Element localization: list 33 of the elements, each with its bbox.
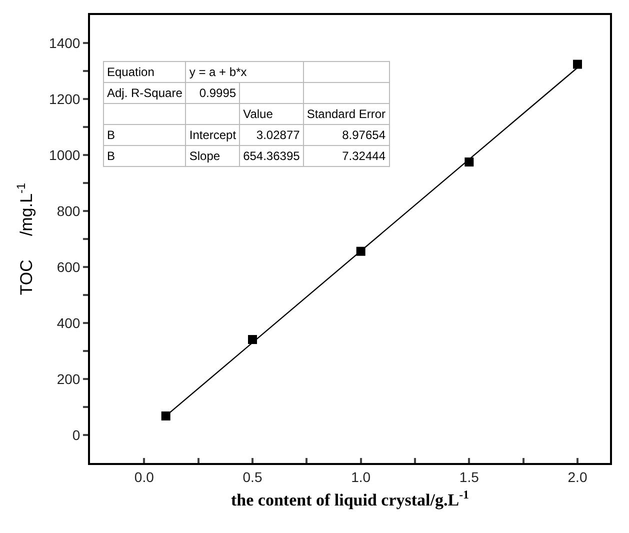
x-tick-label: 1.5 [459,468,480,485]
y-tick-label: 800 [56,202,80,219]
annotation: Value [240,104,304,124]
x-tick-label: 1.0 [351,468,371,485]
y-tick-label: 1000 [49,146,80,163]
y-tick-label: 1200 [49,90,80,107]
x-tick-label: 0.5 [242,468,262,485]
x-tick-label: 0.0 [134,468,154,485]
annotation: Intercept [186,124,240,146]
y-tick-label: 200 [56,370,80,387]
annotation: 0.9995 [186,82,240,104]
annotation: 7.32444 [303,146,390,166]
point [161,411,170,420]
annotation: Standard Error [303,104,390,124]
x-axis-title: the content of liquid crystal/g.L$^{-1}$ [231,488,470,510]
annotation: y = a + b*x [186,62,304,82]
annotation: Adj. R-Square [104,82,186,104]
y-tick-label: 400 [56,314,80,331]
y-tick-label: 600 [56,258,80,275]
annotation: B [104,146,186,166]
point [464,158,474,166]
point [248,335,257,344]
y-tick-label: 1400 [49,34,80,51]
annotation: 8.97654 [303,124,390,146]
annotation: Equation [104,62,186,82]
x-tick-label: 2.0 [568,468,588,485]
annotation: B [104,124,186,146]
point [573,60,582,69]
y-tick-label: 0 [72,426,80,443]
annotation: 3.02877 [240,124,304,146]
point [356,246,366,256]
annotation: Slope [186,146,240,166]
annotation: 654.36395 [240,146,304,166]
